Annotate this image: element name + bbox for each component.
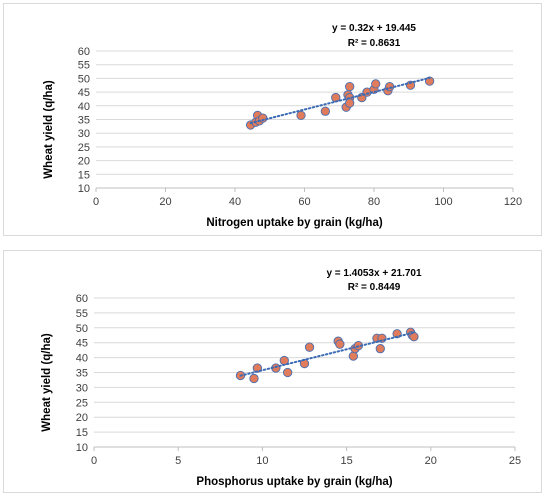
y-tick-label: 30 bbox=[76, 382, 88, 394]
x-tick-label: 15 bbox=[340, 455, 352, 467]
y-axis-title: Wheat yield (q/ha) bbox=[41, 333, 53, 432]
data-point bbox=[320, 106, 330, 116]
y-tick-label: 55 bbox=[78, 60, 90, 72]
y-tick-label: 15 bbox=[76, 427, 88, 439]
y-tick-label: 45 bbox=[76, 338, 88, 350]
data-point bbox=[249, 373, 259, 384]
r-squared-label: R² = 0.8631 bbox=[348, 38, 401, 49]
x-axis-title: Nitrogen uptake by grain (kg/ha) bbox=[206, 217, 383, 229]
y-tick-label: 25 bbox=[78, 142, 90, 154]
data-point bbox=[405, 80, 416, 90]
nitrogen-chart-panel: 10 15 20 25 30 35 40 45 50 55 60 0 20 40 60 80 100 120 y =… bbox=[3, 3, 542, 236]
y-tick-label: 40 bbox=[78, 101, 90, 113]
data-point bbox=[345, 81, 355, 92]
y-tick-label: 20 bbox=[78, 156, 90, 168]
x-tick-label: 10 bbox=[256, 455, 268, 467]
trendline-equation: y = 0.32x + 19.445 bbox=[332, 23, 416, 34]
data-point bbox=[348, 351, 358, 361]
y-tick-label: 50 bbox=[76, 323, 88, 335]
y-axis-title: Wheat yield (q/ha) bbox=[43, 80, 55, 179]
y-tick-label: 50 bbox=[78, 73, 90, 85]
y-tick-label: 60 bbox=[76, 293, 88, 305]
phosphorus-uptake-scatter-chart: 10 15 20 25 30 35 40 45 50 55 60 0 5 10 15 20 25 y = 1.40… bbox=[41, 268, 521, 488]
data-point bbox=[409, 332, 419, 342]
y-tick-label: 35 bbox=[76, 368, 88, 380]
y-tick-label: 15 bbox=[78, 169, 90, 181]
y-tick-label: 55 bbox=[76, 308, 88, 320]
x-tick-label: 100 bbox=[434, 196, 452, 208]
y-tick-label: 40 bbox=[76, 353, 88, 365]
x-axis-title: Phosphorus uptake by grain (kg/ha) bbox=[196, 476, 392, 488]
y-tick-label: 30 bbox=[78, 128, 90, 140]
data-point bbox=[371, 79, 381, 89]
r-squared-label: R² = 0.8449 bbox=[348, 282, 401, 293]
data-point bbox=[296, 110, 306, 121]
y-tick-label: 35 bbox=[78, 115, 90, 127]
y-tick-label: 20 bbox=[76, 412, 88, 424]
trendline bbox=[239, 331, 415, 377]
trendline bbox=[249, 76, 431, 125]
x-tick-label: 20 bbox=[159, 196, 171, 208]
x-tick-label: 40 bbox=[229, 196, 241, 208]
data-point bbox=[375, 344, 385, 354]
y-tick-label: 10 bbox=[76, 442, 88, 454]
x-tick-label: 120 bbox=[504, 196, 522, 208]
x-tick-label: 80 bbox=[368, 196, 380, 208]
y-tick-label: 25 bbox=[76, 397, 88, 409]
y-tick-label: 60 bbox=[78, 46, 90, 58]
trendline-equation: y = 1.4053x + 21.701 bbox=[326, 268, 422, 279]
data-point bbox=[331, 92, 341, 103]
data-point bbox=[335, 339, 345, 349]
x-tick-label: 0 bbox=[91, 455, 97, 467]
x-tick-label: 25 bbox=[509, 455, 521, 467]
data-point bbox=[345, 98, 355, 108]
phosphorus-chart-panel: 10 15 20 25 30 35 40 45 50 55 60 0 5 10 15 20 25 y = 1.40… bbox=[3, 250, 542, 493]
x-tick-label: 5 bbox=[175, 455, 181, 467]
x-tick-label: 20 bbox=[425, 455, 437, 467]
data-point bbox=[304, 342, 315, 352]
y-tick-label: 45 bbox=[78, 87, 90, 99]
x-tick-label: 60 bbox=[298, 196, 310, 208]
y-tick-label: 10 bbox=[78, 183, 90, 195]
data-point bbox=[283, 367, 293, 378]
x-tick-label: 0 bbox=[93, 196, 99, 208]
